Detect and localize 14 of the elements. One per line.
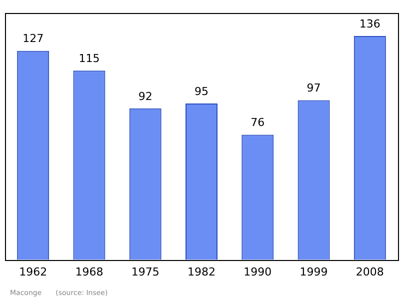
x-tick-label: 1968 xyxy=(75,265,104,278)
data-label: 97 xyxy=(306,82,321,95)
x-tick-label: 1962 xyxy=(19,265,48,278)
data-label: 95 xyxy=(194,84,208,98)
x-tick-label: 2008 xyxy=(356,265,384,278)
x-tick-label: 1982 xyxy=(188,265,216,278)
x-tick-label: 1990 xyxy=(244,265,272,278)
x-tick-label: 1999 xyxy=(300,265,328,278)
data-label: 92 xyxy=(138,90,152,103)
data-label: 127 xyxy=(22,32,44,46)
data-label: 115 xyxy=(78,52,100,65)
x-tick-label: 1975 xyxy=(131,265,160,278)
data-label: 76 xyxy=(250,116,265,130)
data-label: 136 xyxy=(359,17,380,30)
